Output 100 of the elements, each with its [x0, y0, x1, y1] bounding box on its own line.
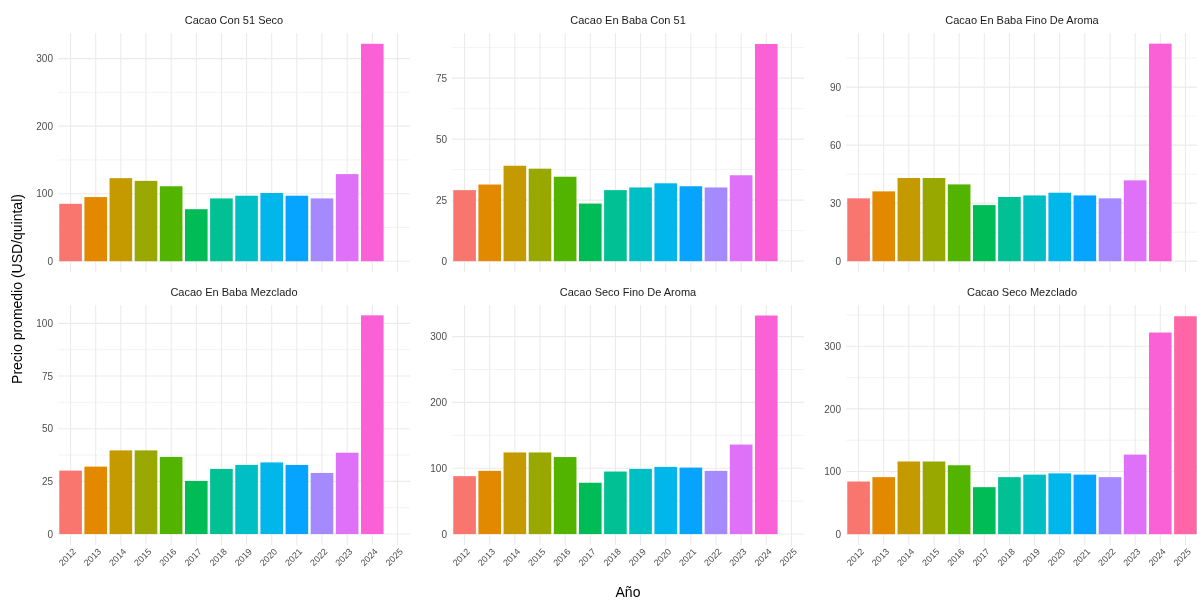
- y-tick-label: 0: [441, 255, 448, 267]
- y-tick-label: 0: [441, 528, 448, 540]
- bar: [729, 175, 753, 262]
- bar: [210, 468, 233, 535]
- y-tick-label: 25: [41, 476, 54, 488]
- bar: [729, 444, 753, 535]
- bar: [679, 467, 703, 535]
- bar: [998, 196, 1021, 262]
- y-tick-label: 100: [430, 462, 448, 474]
- bar: [1123, 454, 1147, 535]
- bar: [947, 465, 971, 535]
- y-tick-label: 75: [41, 370, 54, 382]
- bar: [285, 464, 309, 535]
- y-tick-label: 30: [829, 197, 842, 209]
- y-tick-label: 25: [435, 194, 448, 206]
- y-tick-label: 0: [835, 255, 842, 267]
- bar: [453, 476, 476, 535]
- bar: [478, 184, 502, 262]
- bar: [704, 187, 728, 262]
- bar: [260, 462, 284, 535]
- bar: [998, 477, 1021, 535]
- bar: [1174, 316, 1197, 535]
- bar: [847, 198, 870, 262]
- y-tick-label: 300: [430, 331, 448, 343]
- bar: [184, 209, 208, 262]
- x-axis-title: Año: [615, 584, 641, 600]
- y-tick-label: 0: [47, 255, 54, 267]
- bar: [553, 176, 577, 262]
- bar: [947, 184, 971, 262]
- bar: [1048, 473, 1072, 535]
- bar: [503, 165, 527, 262]
- bar: [84, 466, 108, 535]
- bar: [310, 198, 334, 262]
- bar: [872, 191, 896, 262]
- bar: [285, 195, 309, 262]
- y-axis-title: Precio promedio (USD/quintal): [9, 194, 25, 384]
- bar: [453, 190, 476, 262]
- chart-title: Cacao En Baba Fino De Aroma: [945, 14, 1100, 26]
- chart-title: Cacao En Baba Mezclado: [170, 286, 298, 298]
- bar: [754, 43, 778, 262]
- chart-title: Cacao En Baba Con 51: [570, 14, 686, 26]
- bar: [629, 468, 652, 535]
- bar: [528, 452, 552, 535]
- bar: [1148, 332, 1172, 535]
- bar: [972, 487, 996, 535]
- bar: [335, 452, 359, 535]
- bar: [578, 482, 602, 535]
- bar: [235, 195, 258, 262]
- bar: [704, 470, 728, 535]
- y-tick-label: 300: [36, 53, 54, 65]
- chart-title: Cacao Seco Fino De Aroma: [559, 286, 698, 298]
- bar: [604, 471, 627, 535]
- bar: [897, 178, 921, 262]
- bar: [578, 203, 602, 262]
- bar: [1098, 477, 1122, 535]
- bar: [360, 43, 384, 262]
- bar: [478, 470, 502, 535]
- y-tick-label: 100: [36, 188, 54, 200]
- bar: [629, 187, 652, 262]
- bar: [1098, 198, 1122, 262]
- bar: [260, 193, 284, 262]
- bar: [235, 464, 258, 535]
- bar: [654, 183, 678, 262]
- chart-title: Cacao Con 51 Seco: [184, 14, 284, 26]
- chart-title: Cacao Seco Mezclado: [966, 286, 1078, 298]
- bar: [310, 472, 334, 535]
- y-tick-label: 0: [835, 528, 842, 540]
- bar: [159, 456, 183, 535]
- y-tick-label: 75: [435, 72, 448, 84]
- bar: [1073, 195, 1097, 262]
- bar: [134, 180, 158, 262]
- y-tick-label: 200: [824, 403, 842, 415]
- bar: [1023, 474, 1046, 535]
- bar: [59, 470, 82, 535]
- y-tick-label: 50: [41, 423, 54, 435]
- bar: [1123, 180, 1147, 262]
- bar: [184, 480, 208, 535]
- bar: [754, 315, 778, 535]
- bar: [553, 457, 577, 535]
- bar: [1073, 474, 1097, 535]
- y-tick-label: 200: [36, 120, 54, 132]
- y-tick-label: 100: [36, 318, 54, 330]
- bar: [503, 452, 527, 535]
- bar: [360, 315, 384, 535]
- bar: [972, 205, 996, 262]
- bar: [1023, 195, 1046, 262]
- bar: [134, 450, 158, 535]
- bar: [109, 450, 133, 535]
- bar: [1048, 192, 1072, 262]
- bar: [335, 174, 359, 262]
- bar: [109, 178, 133, 262]
- y-tick-label: 50: [435, 133, 448, 145]
- y-tick-label: 100: [824, 466, 842, 478]
- bar: [84, 197, 108, 262]
- bar: [210, 198, 233, 262]
- y-tick-label: 0: [47, 528, 54, 540]
- bar: [679, 186, 703, 262]
- y-tick-label: 200: [430, 397, 448, 409]
- y-tick-label: 90: [829, 81, 842, 93]
- bar: [897, 461, 921, 535]
